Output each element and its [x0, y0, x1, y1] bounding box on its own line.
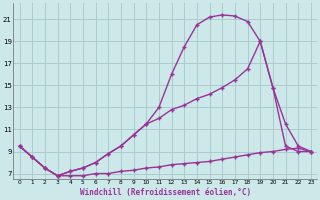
X-axis label: Windchill (Refroidissement éolien,°C): Windchill (Refroidissement éolien,°C) — [80, 188, 251, 197]
